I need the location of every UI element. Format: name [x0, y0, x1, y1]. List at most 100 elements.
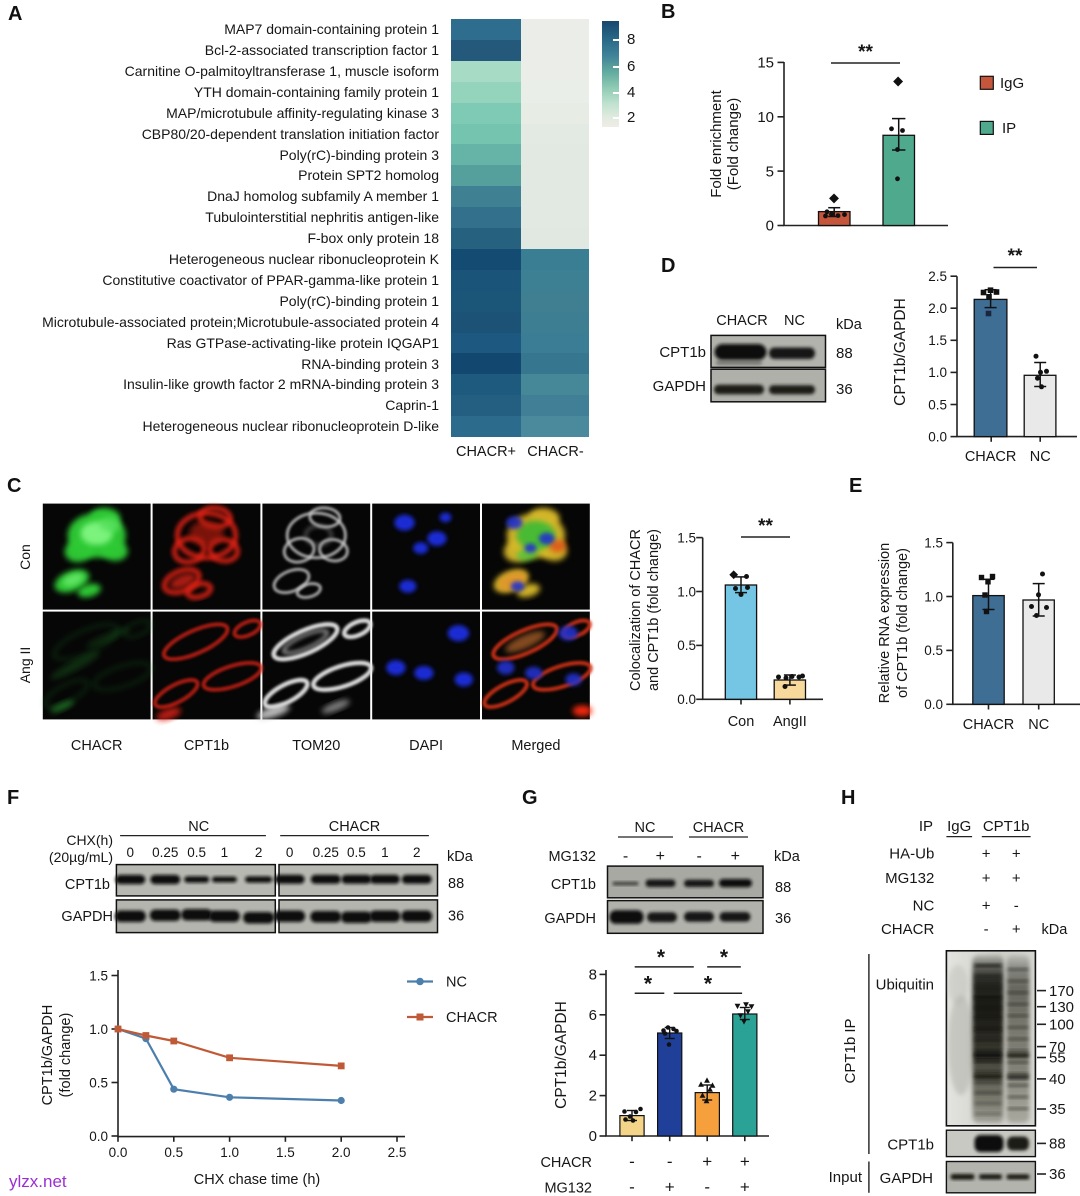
svg-text:+: +	[740, 1178, 750, 1196]
svg-text:170: 170	[1049, 983, 1074, 1000]
svg-text:(Fold change): (Fold change)	[725, 98, 742, 191]
svg-text:2.5: 2.5	[928, 269, 947, 284]
svg-text:5: 5	[766, 163, 774, 180]
svg-text:*: *	[657, 946, 666, 969]
svg-text:Con: Con	[728, 714, 755, 730]
svg-text:Ubiquitin: Ubiquitin	[876, 977, 934, 994]
svg-text:IgG: IgG	[947, 818, 971, 835]
svg-text:IP: IP	[1002, 120, 1016, 137]
svg-text:*: *	[644, 972, 653, 995]
svg-text:36: 36	[1049, 1166, 1066, 1183]
svg-text:0.5: 0.5	[89, 1075, 108, 1090]
svg-text:CPT1b: CPT1b	[887, 1137, 934, 1154]
svg-text:kDa: kDa	[836, 317, 863, 333]
svg-text:+: +	[656, 848, 665, 865]
svg-text:1.5: 1.5	[276, 1145, 295, 1160]
svg-text:AngII: AngII	[773, 714, 807, 730]
svg-text:2.0: 2.0	[928, 301, 947, 316]
svg-text:CHACR: CHACR	[329, 819, 381, 835]
svg-text:-: -	[629, 1152, 635, 1171]
svg-text:0.0: 0.0	[677, 692, 696, 707]
svg-text:CPT1b: CPT1b	[659, 344, 706, 361]
svg-text:of CPT1b (fold change): of CPT1b (fold change)	[895, 548, 911, 698]
svg-text:0: 0	[766, 218, 774, 235]
svg-text:-: -	[697, 848, 702, 865]
svg-text:35: 35	[1049, 1101, 1066, 1118]
svg-text:0.0: 0.0	[89, 1129, 108, 1144]
svg-text:88: 88	[775, 880, 791, 896]
svg-text:1.0: 1.0	[89, 1022, 108, 1037]
svg-text:0.5: 0.5	[347, 845, 366, 860]
svg-text:CHACR: CHACR	[446, 1010, 498, 1026]
svg-text:CHACR: CHACR	[965, 449, 1017, 465]
svg-text:CHACR: CHACR	[693, 820, 745, 836]
svg-text:GAPDH: GAPDH	[653, 378, 706, 395]
svg-text:+: +	[1012, 870, 1021, 887]
svg-text:36: 36	[775, 911, 791, 927]
svg-text:NC: NC	[446, 975, 467, 991]
svg-text:CPT1b IP: CPT1b IP	[842, 1018, 859, 1083]
svg-text:1.0: 1.0	[220, 1145, 239, 1160]
svg-text:NC: NC	[784, 313, 805, 329]
svg-text:1.5: 1.5	[928, 333, 947, 348]
svg-text:88: 88	[448, 876, 464, 892]
svg-text:IgG: IgG	[1000, 75, 1024, 92]
svg-text:CHX(h): CHX(h)	[66, 832, 113, 848]
svg-text:1.5: 1.5	[89, 968, 108, 983]
svg-text:CHACR: CHACR	[540, 1155, 592, 1171]
svg-text:NC: NC	[1030, 449, 1051, 465]
svg-text:-: -	[704, 1178, 710, 1196]
svg-text:+: +	[665, 1178, 675, 1196]
svg-text:0: 0	[127, 845, 135, 860]
svg-text:HA-Ub: HA-Ub	[889, 845, 934, 862]
svg-text:0.5: 0.5	[677, 638, 696, 653]
svg-text:kDa: kDa	[774, 849, 801, 865]
svg-text:-: -	[1014, 897, 1019, 914]
svg-text:1.0: 1.0	[677, 584, 696, 599]
svg-text:+: +	[982, 897, 991, 914]
svg-text:and CPT1b (fold change): and CPT1b (fold change)	[646, 529, 662, 691]
svg-text:kDa: kDa	[447, 849, 474, 865]
svg-text:MG132: MG132	[548, 849, 596, 865]
svg-text:**: **	[858, 42, 873, 63]
svg-text:0: 0	[286, 845, 294, 860]
svg-text:+: +	[1012, 921, 1021, 938]
svg-text:CHACR: CHACR	[963, 717, 1015, 733]
svg-text:CPT1b/GAPDH: CPT1b/GAPDH	[553, 1001, 570, 1109]
svg-text:-: -	[623, 848, 628, 865]
svg-text:2: 2	[413, 845, 421, 860]
svg-text:kDa: kDa	[1042, 922, 1069, 938]
svg-text:CPT1b: CPT1b	[983, 818, 1030, 835]
svg-text:(fold change): (fold change)	[58, 1013, 74, 1098]
svg-text:15: 15	[757, 55, 774, 72]
svg-text:IP: IP	[919, 818, 933, 835]
svg-text:NC: NC	[635, 820, 656, 836]
svg-text:+: +	[982, 870, 991, 887]
svg-text:CPT1b/GAPDH: CPT1b/GAPDH	[892, 298, 909, 406]
svg-text:CPT1b: CPT1b	[551, 877, 596, 893]
svg-text:88: 88	[1049, 1136, 1066, 1153]
svg-text:GAPDH: GAPDH	[61, 909, 113, 925]
svg-text:**: **	[758, 516, 773, 537]
svg-text:88: 88	[836, 345, 853, 362]
svg-text:GAPDH: GAPDH	[880, 1170, 933, 1187]
svg-text:MG132: MG132	[544, 1181, 592, 1196]
svg-text:*: *	[704, 972, 713, 995]
svg-text:100: 100	[1049, 1017, 1074, 1034]
svg-text:CPT1b/GAPDH: CPT1b/GAPDH	[40, 1005, 56, 1106]
svg-text:NC: NC	[913, 897, 935, 914]
svg-text:2.5: 2.5	[388, 1145, 407, 1160]
svg-text:GAPDH: GAPDH	[544, 911, 596, 927]
svg-text:CHX chase time (h): CHX chase time (h)	[194, 1172, 321, 1188]
svg-text:70: 70	[1049, 1039, 1066, 1056]
svg-text:36: 36	[448, 909, 464, 925]
svg-text:Fold enrichment: Fold enrichment	[708, 89, 725, 197]
svg-text:0.5: 0.5	[187, 845, 206, 860]
svg-text:CHACR: CHACR	[881, 921, 935, 938]
svg-text:0.0: 0.0	[109, 1145, 128, 1160]
svg-text:0.0: 0.0	[928, 429, 947, 444]
svg-text:MG132: MG132	[885, 870, 934, 887]
svg-text:NC: NC	[188, 819, 209, 835]
svg-text:Colocalization of CHACR: Colocalization of CHACR	[628, 529, 644, 691]
svg-text:0.25: 0.25	[313, 845, 339, 860]
